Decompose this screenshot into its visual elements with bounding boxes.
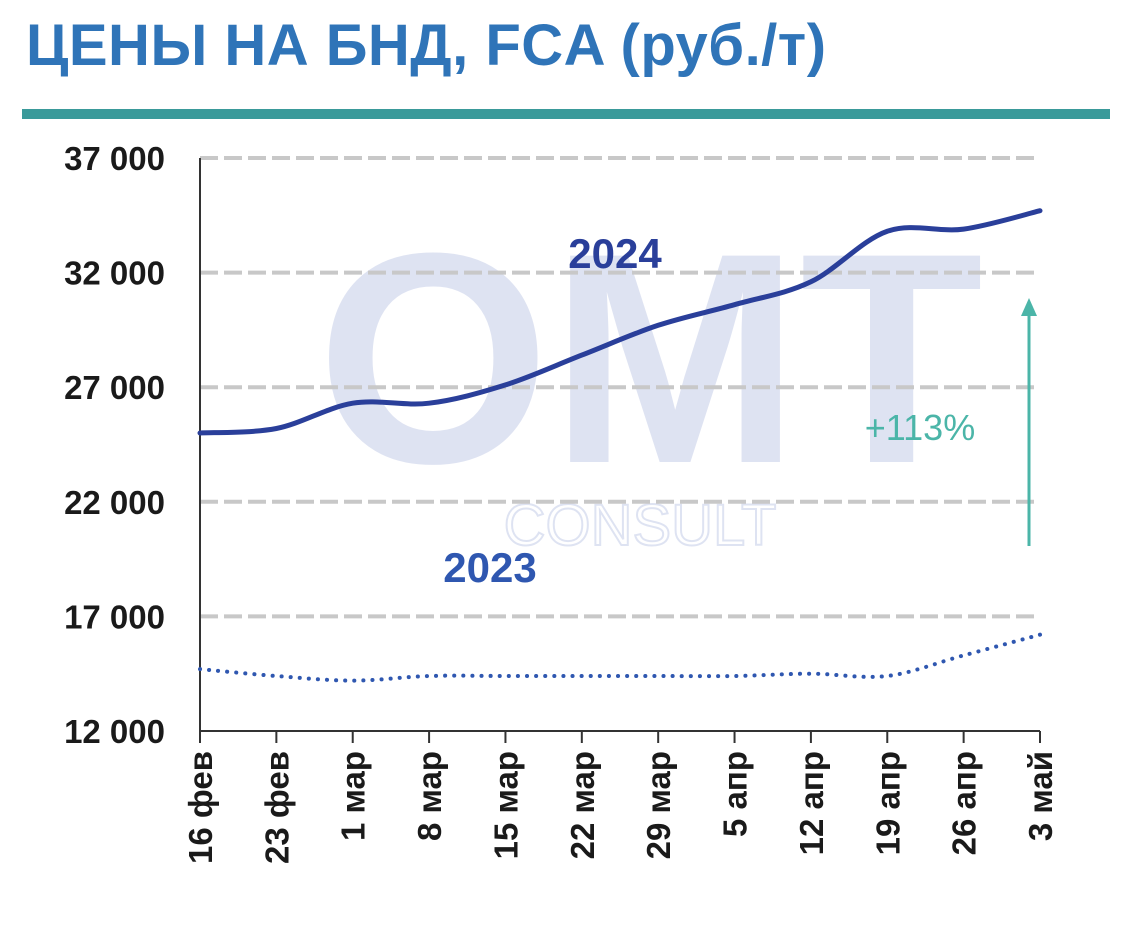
x-tick-label: 12 апр	[793, 751, 830, 855]
series-line-2023	[198, 632, 1042, 683]
watermark: OMT CONSULT	[317, 190, 984, 559]
series-label-2024: 2024	[568, 230, 662, 277]
growth-percent-label: +113%	[865, 407, 975, 448]
series	[197, 208, 1043, 683]
x-axis-ticks: 16 фев 23 фев 1 мар 8 мар 15 мар 22 мар 29 мар…	[182, 751, 1059, 864]
x-tick-label: 29 мар	[640, 751, 677, 859]
x-tick-label: 23 фев	[258, 751, 295, 864]
grid-lines	[200, 156, 1040, 619]
y-tick-label: 37 000	[64, 140, 165, 177]
axes	[199, 158, 1041, 743]
growth-arrow-head	[1021, 298, 1037, 316]
y-axis-ticks: 12 000 17 000 22 000 27 000 32 000 37 000	[64, 140, 165, 750]
x-tick-label: 22 мар	[564, 751, 601, 859]
title-divider	[22, 109, 1110, 119]
series-labels: 2024 2023	[443, 230, 662, 591]
x-tick-label: 3 май	[1022, 751, 1059, 841]
series-label-2023: 2023	[443, 544, 536, 591]
y-tick-label: 12 000	[64, 713, 165, 750]
series-line-2024	[197, 208, 1043, 436]
growth-annotation: +113%	[865, 298, 1037, 546]
x-tick-label: 26 апр	[946, 751, 983, 855]
y-tick-label: 17 000	[64, 598, 165, 635]
y-tick-label: 27 000	[64, 369, 165, 406]
x-tick-label: 1 мар	[335, 751, 372, 841]
x-tick-label: 16 фев	[182, 751, 219, 864]
y-tick-label: 32 000	[64, 255, 165, 292]
x-tick-label: 8 мар	[411, 751, 448, 841]
chart-title: ЦЕНЫ НА БНД, FCA (руб./т)	[26, 13, 827, 78]
watermark-logo: OMT	[317, 190, 984, 526]
x-tick-label: 5 апр	[717, 751, 754, 837]
x-tick-label: 15 мар	[487, 751, 524, 859]
x-tick-label: 19 апр	[869, 751, 906, 855]
y-tick-label: 22 000	[64, 484, 165, 521]
